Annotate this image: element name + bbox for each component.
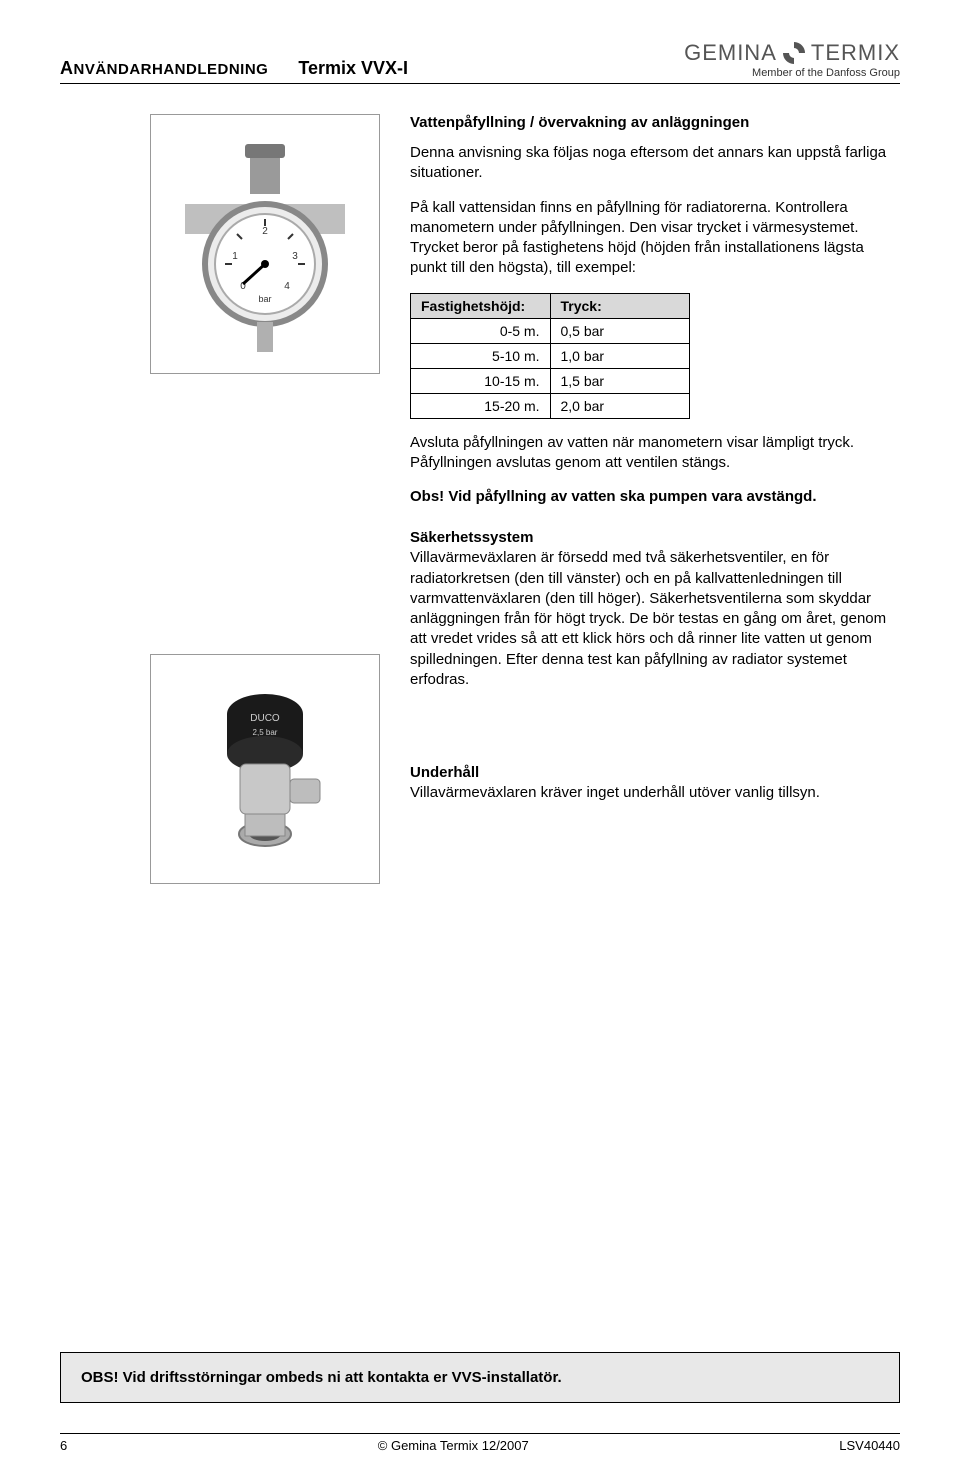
svg-text:2: 2 [262,226,268,237]
doc-type-first-letter: A [60,58,74,78]
page-footer: 6 © Gemina Termix 12/2007 LSV40440 [60,1433,900,1453]
svg-text:3: 3 [292,251,298,262]
footer-doc-id: LSV40440 [839,1438,900,1453]
page-header: ANVÄNDARHANDLEDNING Termix VVX-I GEMINA … [60,40,900,84]
table-header-pressure: Tryck: [550,293,690,318]
safety-valve-image-frame: DUCO 2,5 bar [150,654,380,884]
brand-swirl-icon [781,40,807,66]
manometer-image-frame: 2 1 3 0 4 bar [150,114,380,374]
section1-title: Vattenpåfyllning / övervakning av anlägg… [410,114,900,131]
brand-left: GEMINA [684,42,777,64]
footer-page-number: 6 [60,1438,67,1453]
brand-text: GEMINA TERMIX [684,40,900,66]
table-row: 10-15 m. 1,5 bar [411,368,690,393]
table-cell-height: 0-5 m. [411,318,551,343]
table-cell-height: 5-10 m. [411,343,551,368]
footer-copyright: © Gemina Termix 12/2007 [378,1438,529,1453]
table-row: 5-10 m. 1,0 bar [411,343,690,368]
svg-text:4: 4 [284,281,290,292]
table-cell-height: 15-20 m. [411,393,551,418]
section2-body: Villavärmeväxlaren är försedd med två sä… [410,548,900,690]
left-column: 2 1 3 0 4 bar DUCO 2,5 [60,114,380,914]
brand-tagline: Member of the Danfoss Group [684,68,900,79]
table-cell-pressure: 1,0 bar [550,343,690,368]
right-column: Vattenpåfyllning / övervakning av anlägg… [410,114,900,914]
product-name: Termix VVX-I [298,58,408,79]
brand-right: TERMIX [811,42,900,64]
header-left: ANVÄNDARHANDLEDNING Termix VVX-I [60,58,408,79]
svg-text:DUCO: DUCO [250,713,280,724]
pressure-table: Fastighetshöjd: Tryck: 0-5 m. 0,5 bar 5-… [410,293,690,419]
section1-p1: Denna anvisning ska följas noga eftersom… [410,143,900,184]
section1-obs: Obs! Vid påfyllning av vatten ska pumpen… [410,487,900,507]
doc-type-rest: NVÄNDARHANDLEDNING [74,61,269,78]
section3-body: Villavärmeväxlaren kräver inget underhål… [410,783,900,803]
section2-title: Säkerhetssystem [410,529,900,546]
table-cell-pressure: 2,0 bar [550,393,690,418]
brand-logo: GEMINA TERMIX Member of the Danfoss Grou… [684,40,900,79]
table-row: 15-20 m. 2,0 bar [411,393,690,418]
section1-p3: Avsluta påfyllningen av vatten när manom… [410,433,900,474]
svg-text:2,5 bar: 2,5 bar [253,728,278,737]
svg-text:bar: bar [258,294,271,304]
manometer-icon: 2 1 3 0 4 bar [165,134,365,354]
table-cell-pressure: 0,5 bar [550,318,690,343]
safety-valve-icon: DUCO 2,5 bar [185,669,345,869]
section3-title: Underhåll [410,764,900,781]
table-cell-pressure: 1,5 bar [550,368,690,393]
table-row: 0-5 m. 0,5 bar [411,318,690,343]
table-cell-height: 10-15 m. [411,368,551,393]
table-header-height: Fastighetshöjd: [411,293,551,318]
document-type: ANVÄNDARHANDLEDNING [60,58,268,79]
warning-note-box: OBS! Vid driftsstörningar ombeds ni att … [60,1352,900,1403]
section1-p2: På kall vattensidan finns en påfyllning … [410,198,900,279]
svg-text:1: 1 [232,251,238,262]
